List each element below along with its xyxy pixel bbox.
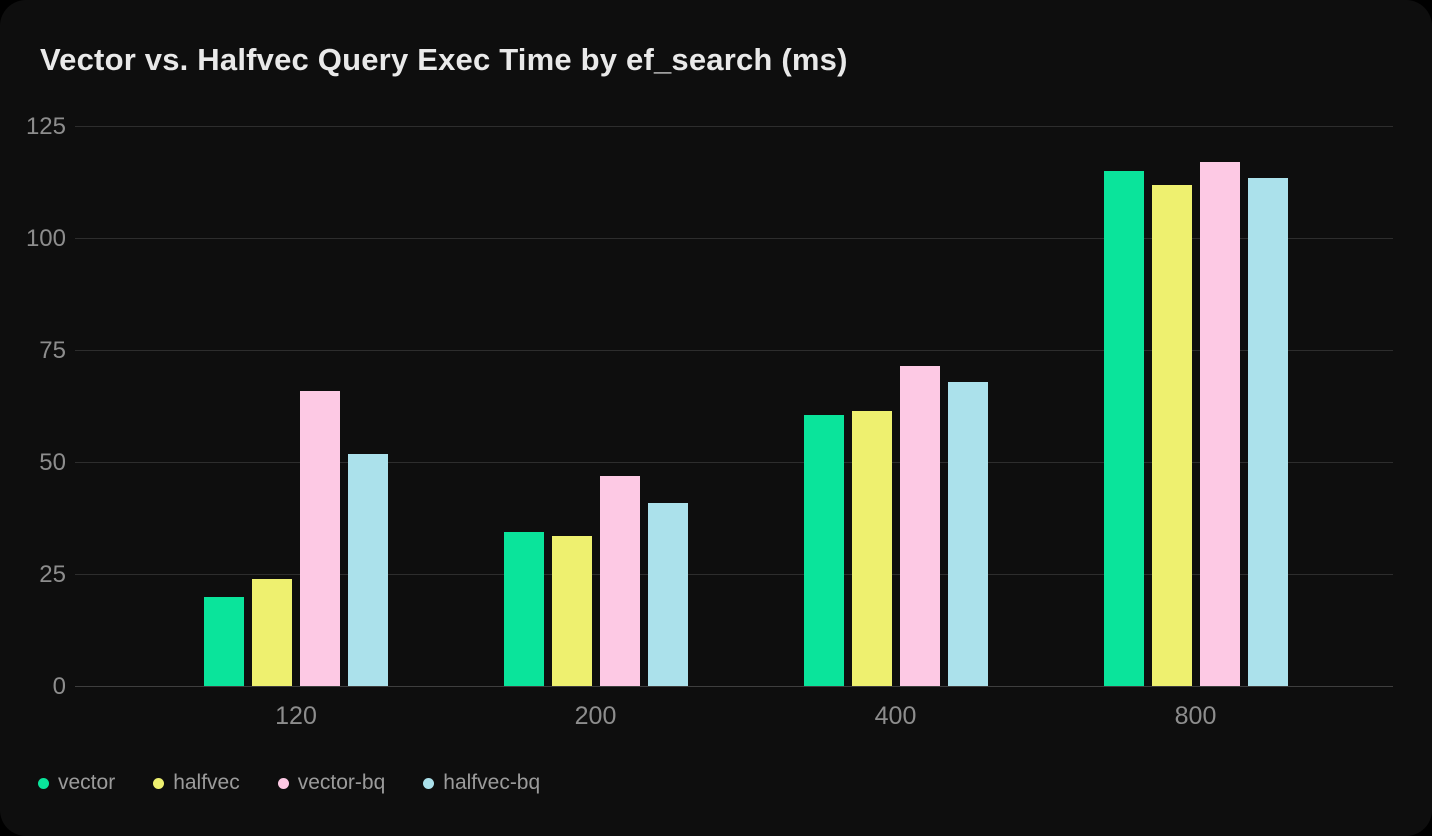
gridline-y-75 [75, 350, 1393, 351]
gridline-y-25 [75, 574, 1393, 575]
y-axis-tick-label: 75 [39, 336, 66, 364]
gridline-y-125 [75, 126, 1393, 127]
legend-item-vector-bq[interactable]: vector-bq [277, 771, 386, 795]
bar-vector-bq-800 [1199, 162, 1240, 687]
bar-vector-800 [1103, 171, 1144, 687]
legend-dot-icon [277, 777, 289, 789]
legend-item-halfvec[interactable]: halfvec [153, 771, 240, 795]
y-axis-tick-label: 125 [25, 112, 66, 140]
x-axis-tick-label: 400 [874, 702, 917, 730]
bar-halfvec-120 [252, 578, 292, 687]
legend-dot-icon [153, 777, 165, 789]
legend: vector halfvec vector-bq halfvec-bq [38, 771, 540, 795]
y-axis-tick-label: 25 [39, 560, 66, 588]
bar-halfvec-800 [1151, 184, 1192, 687]
x-axis-tick-label: 120 [275, 702, 317, 730]
y-axis-tick-label: 50 [39, 448, 66, 476]
bar-vector-bq-200 [599, 475, 640, 687]
legend-dot-icon [423, 777, 435, 789]
legend-item-vector[interactable]: vector [38, 771, 115, 795]
gridline-y-100 [75, 238, 1393, 239]
bar-vector-200 [503, 531, 544, 687]
bar-halfvec-400 [851, 410, 892, 687]
legend-label: vector-bq [297, 771, 386, 794]
gridline-y-0 [75, 686, 1393, 687]
bar-vector-bq-120 [300, 390, 340, 687]
bar-vector-120 [204, 596, 244, 687]
legend-dot-icon [38, 777, 49, 789]
x-axis-tick-label: 800 [1174, 702, 1217, 730]
legend-label: halfvec-bq [443, 771, 541, 794]
bar-halfvec-bq-120 [348, 453, 388, 687]
bar-halfvec-bq-800 [1247, 178, 1288, 687]
bar-halfvec-200 [551, 536, 592, 687]
gridline-y-50 [75, 462, 1393, 463]
bar-vector-400 [803, 415, 844, 687]
x-axis-tick-label: 200 [574, 702, 617, 730]
y-axis-tick-label: 100 [25, 224, 66, 252]
legend-label: halfvec [173, 771, 240, 794]
legend-item-halfvec-bq[interactable]: halfvec-bq [423, 771, 540, 795]
y-axis-tick-label: 0 [52, 672, 66, 700]
legend-label: vector [58, 771, 116, 794]
bar-vector-bq-400 [899, 366, 940, 687]
bar-halfvec-bq-200 [647, 502, 688, 687]
chart-title: Vector vs. Halfvec Query Exec Time by ef… [40, 42, 848, 77]
bar-halfvec-bq-400 [947, 381, 988, 687]
